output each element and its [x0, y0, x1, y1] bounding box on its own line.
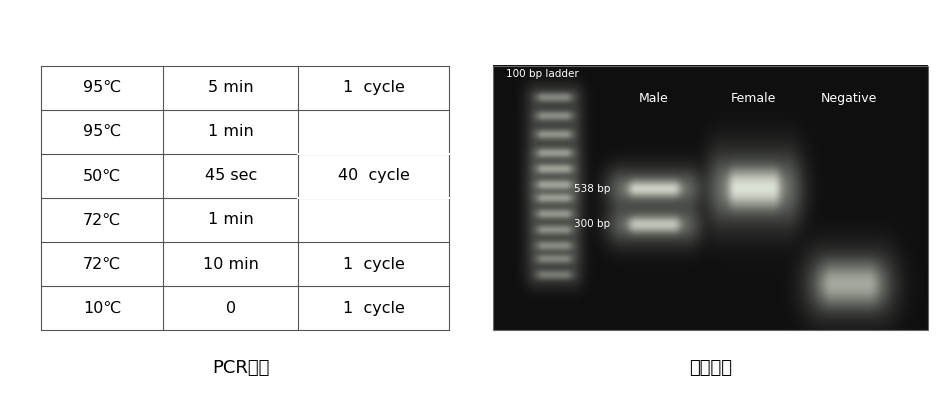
Text: 95℃: 95℃	[84, 124, 122, 139]
Text: 538 bp: 538 bp	[574, 184, 611, 194]
Text: 밴드확인: 밴드확인	[689, 359, 732, 377]
Text: 72℃: 72℃	[84, 256, 122, 272]
Text: 72℃: 72℃	[84, 212, 122, 228]
Text: 300 bp: 300 bp	[574, 219, 611, 229]
Text: PCR조건: PCR조건	[212, 359, 269, 377]
Text: 0: 0	[225, 301, 236, 316]
Text: 1 min: 1 min	[208, 212, 254, 228]
Text: 1  cycle: 1 cycle	[342, 301, 404, 316]
Text: 95℃: 95℃	[84, 80, 122, 95]
Text: Negative: Negative	[821, 92, 878, 105]
Text: 1  cycle: 1 cycle	[342, 80, 404, 95]
Text: 10℃: 10℃	[83, 301, 122, 316]
Text: 1  cycle: 1 cycle	[342, 256, 404, 272]
Text: Female: Female	[731, 92, 777, 105]
Text: 1 min: 1 min	[208, 124, 254, 139]
Text: 50℃: 50℃	[84, 169, 122, 183]
Text: 100 bp ladder: 100 bp ladder	[506, 69, 579, 79]
Text: 45 sec: 45 sec	[204, 169, 257, 183]
Text: 40  cycle: 40 cycle	[338, 169, 410, 183]
Text: Male: Male	[639, 92, 669, 105]
Text: 10 min: 10 min	[203, 256, 259, 272]
Text: 5 min: 5 min	[208, 80, 254, 95]
